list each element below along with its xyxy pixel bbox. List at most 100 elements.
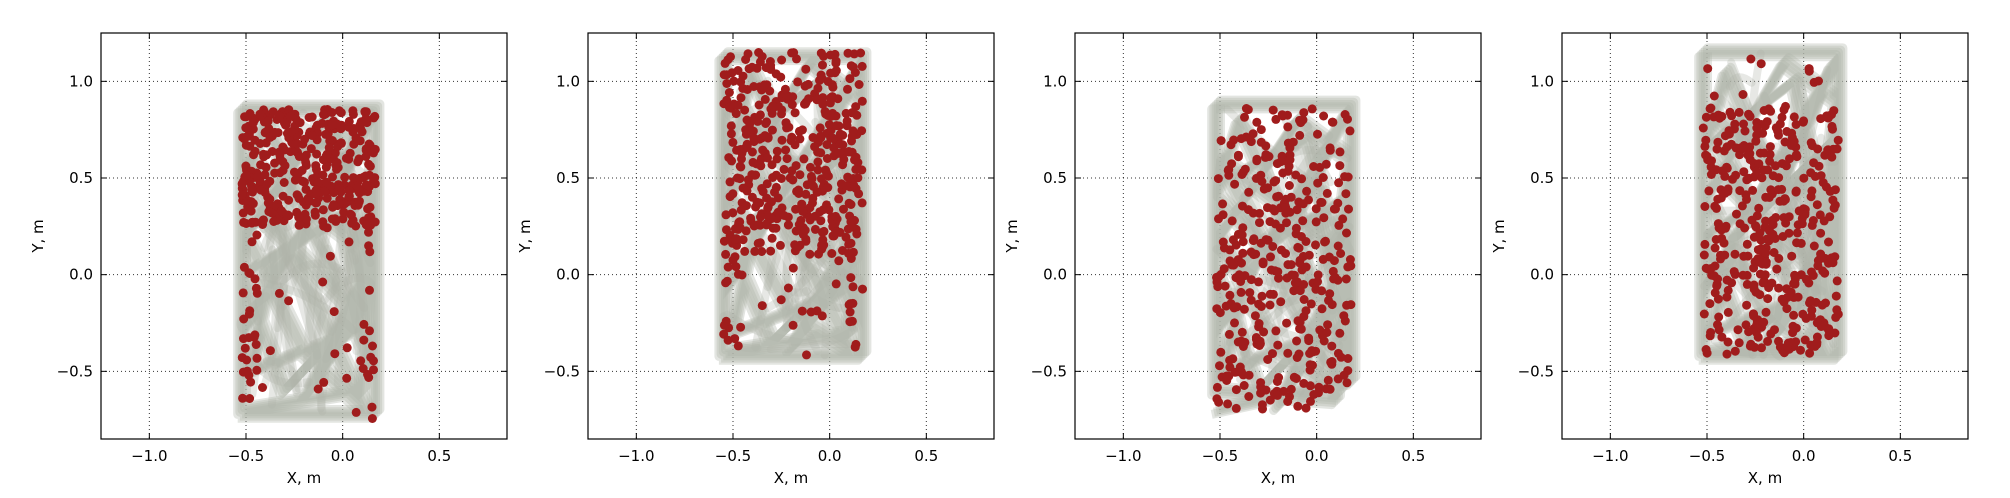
spike-point [1760,270,1770,280]
spike-point [1254,277,1263,287]
y-tick-label: 1.0 [556,72,580,90]
spike-point [240,343,250,353]
spike-point [848,282,858,292]
spike-point [766,246,776,256]
spike-point [1345,255,1355,264]
spike-point [1828,124,1837,134]
spike-point [1705,104,1715,114]
spike-point [1757,173,1767,183]
spike-point [353,157,363,167]
spike-point [746,213,756,223]
spike-point [795,170,805,180]
spike-point [1732,209,1741,219]
spike-point [1820,268,1830,278]
spike-point [264,207,274,217]
spike-point [1284,181,1294,190]
y-axis-label: Y, m [29,219,47,253]
spike-point [1761,216,1771,226]
spike-point [1292,353,1302,362]
spike-point [246,206,256,216]
spike-point [1754,203,1764,213]
trajectory-line [250,353,314,388]
spike-point [1218,210,1228,220]
spike-point [356,356,366,366]
spike-point [1342,378,1352,388]
spike-point [1734,338,1744,348]
spike-point [1227,260,1237,270]
spike-point [814,249,823,259]
spike-point [1305,381,1315,391]
trajectory-line [262,170,369,313]
trajectory-line [262,254,297,285]
spike-point [321,129,331,139]
spike-point [1711,235,1721,244]
spike-point [1824,324,1834,334]
spike-point [1313,129,1322,139]
spike-point [1233,152,1243,162]
spike-point [842,121,852,131]
trajectory-line [1209,102,1354,417]
spike-point [819,226,829,236]
spike-point [327,214,337,224]
spike-point [241,140,251,150]
spike-point [1273,340,1283,350]
spike-point [1274,191,1284,201]
spike-point [329,200,339,210]
spike-point [1343,114,1352,124]
spike-point [370,111,380,121]
plot-area [1207,95,1361,419]
spike-point [251,283,261,293]
spike-point [726,129,736,139]
spike-point [1225,355,1235,365]
spike-point [1299,295,1309,304]
spike-point [1832,276,1842,286]
spike-point [1780,195,1790,205]
spike-point [1339,311,1349,321]
spike-point [783,283,793,293]
spike-point [312,188,322,198]
spike-point [304,113,314,122]
spike-point [1733,325,1743,335]
spike-point [311,161,321,171]
trajectory-line [313,266,346,341]
spike-point [852,229,862,239]
spike-point [817,174,826,184]
spike-point [1723,337,1733,347]
x-tick-label: −1.0 [131,447,167,465]
panel-2: −1.0 −0.5 0.0 0.5 −0.5 0.0 0.5 1.0 X, m Y, m [516,32,995,487]
spike-point [1298,199,1308,209]
spike-point [806,307,816,317]
spike-point [797,199,807,209]
spike-point [1816,228,1826,238]
spike-point [365,326,374,336]
spike-point [818,60,827,70]
trajectory-line [1727,130,1839,166]
spike-point [782,123,792,133]
spike-point [1761,307,1771,317]
spike-point [345,209,355,219]
spike-point [1341,274,1351,284]
spike-point [824,120,834,129]
spike-point [1286,260,1296,270]
spike-point [359,335,369,345]
spike-point [813,83,823,93]
spike-point [844,198,854,208]
spike-point [845,317,855,327]
y-tick-label: 1.0 [1530,72,1554,90]
spike-point [788,175,798,185]
x-axis-label: X, m [287,469,321,487]
spike-point [1306,396,1315,406]
trajectory-line [1711,336,1755,358]
spike-point [1266,252,1275,262]
spike-point [1268,105,1278,115]
spike-point [1345,126,1355,136]
spike-point [830,49,840,59]
spike-point [1318,173,1328,182]
spike-point [361,180,371,190]
spike-point [857,198,867,208]
spike-point [1816,114,1826,124]
trajectory-line [1802,284,1822,340]
spike-point [332,158,342,168]
spike-point [305,196,315,206]
spike-point [748,126,758,136]
